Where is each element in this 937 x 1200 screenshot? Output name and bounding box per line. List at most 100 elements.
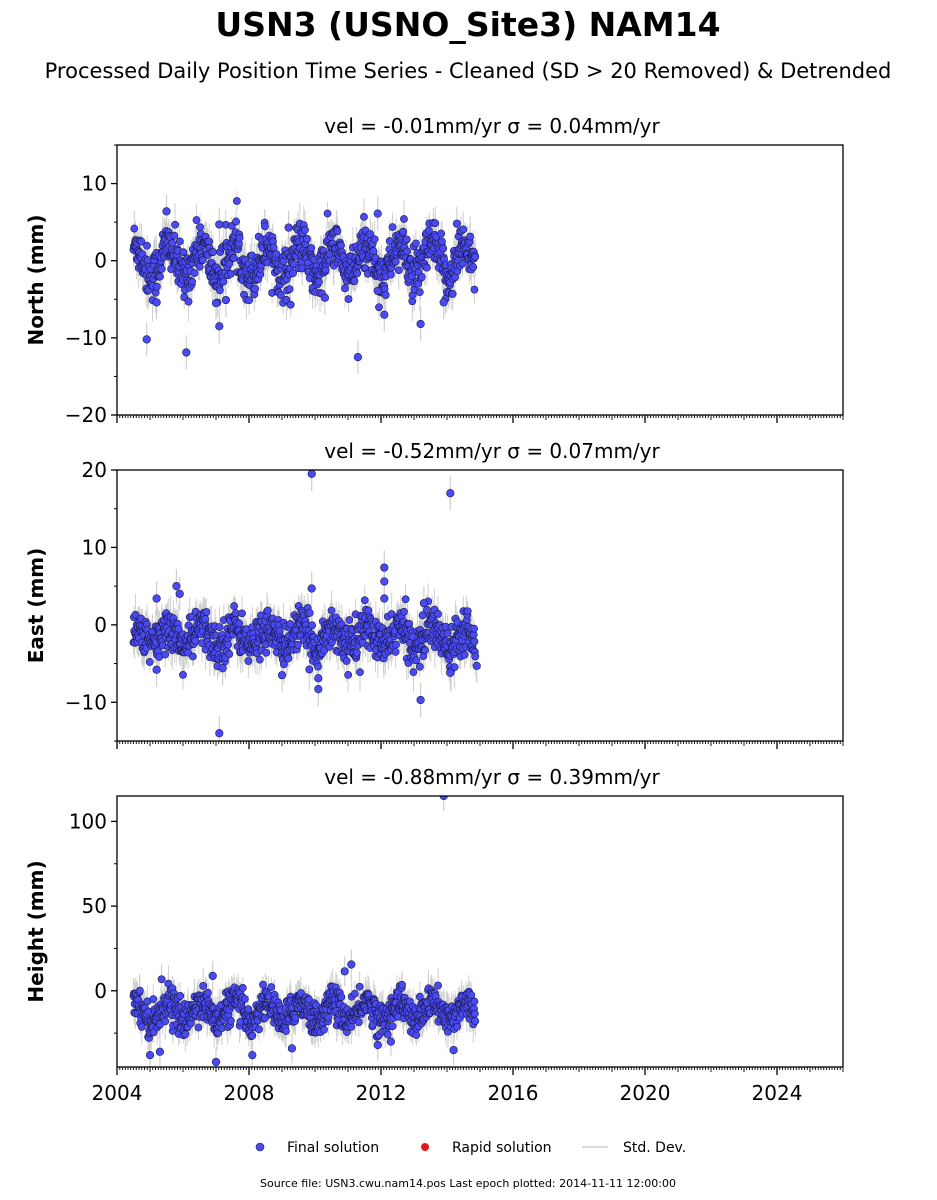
data-point [341, 284, 349, 293]
data-point [364, 606, 373, 615]
data-point [293, 640, 302, 649]
data-point [179, 670, 187, 679]
data-point [285, 285, 294, 294]
data-point [238, 609, 246, 618]
data-point [400, 607, 408, 616]
y-tick-label: 20 [82, 458, 107, 482]
data-point [262, 648, 271, 657]
y-tick-label: 0 [94, 249, 107, 273]
final-solution-points [129, 197, 480, 362]
outlier-point [452, 219, 462, 228]
data-point [323, 209, 332, 218]
data-point [289, 269, 297, 278]
data-point [471, 252, 480, 261]
data-point [190, 269, 199, 278]
data-point [232, 197, 241, 205]
outlier-point [152, 665, 161, 674]
data-point [230, 602, 238, 610]
data-point [337, 241, 345, 250]
data-point [333, 227, 342, 236]
outlier-point [419, 599, 429, 608]
data-point [391, 647, 400, 656]
plot-area [129, 190, 480, 375]
data-point [352, 648, 361, 657]
outlier-point [162, 207, 171, 216]
data-point [401, 595, 410, 604]
data-point [434, 610, 442, 618]
data-point [439, 244, 448, 253]
data-point [201, 615, 210, 623]
data-point [251, 284, 259, 293]
data-point [143, 241, 151, 250]
plot-area [129, 470, 481, 741]
data-point [232, 217, 240, 226]
data-point [400, 215, 408, 223]
data-point [381, 291, 390, 299]
data-point [175, 237, 184, 246]
y-axis-label: East (mm) [24, 548, 48, 664]
outlier-point [373, 209, 382, 218]
data-point [244, 657, 253, 665]
data-point [174, 625, 183, 633]
data-point [423, 605, 431, 614]
data-point [437, 229, 446, 238]
outlier-point [175, 589, 184, 598]
data-point [305, 608, 314, 617]
outlier-point [215, 220, 224, 229]
outlier-point [380, 594, 389, 603]
panel-2: vel = -0.52mm/yr σ = 0.07mm/yr East (mm) −… [24, 439, 844, 749]
data-point [184, 297, 193, 306]
data-point [369, 247, 378, 256]
data-point [470, 285, 479, 294]
data-point [280, 660, 288, 669]
data-point [215, 623, 224, 631]
data-point [356, 668, 364, 677]
data-point [431, 219, 440, 228]
outlier-point [215, 729, 224, 738]
data-point [272, 250, 281, 258]
data-point [463, 607, 472, 616]
y-tick-label: −10 [65, 690, 107, 714]
data-point [215, 286, 224, 295]
data-point [235, 234, 244, 242]
data-point [408, 632, 417, 641]
data-point [314, 662, 322, 671]
outlier-point [218, 664, 227, 673]
data-point [179, 248, 188, 257]
plot-area [129, 796, 480, 1067]
data-point [245, 296, 254, 305]
outlier-point [284, 223, 293, 232]
data-point [307, 244, 316, 252]
data-point [161, 650, 170, 659]
data-point [227, 269, 235, 278]
outlier-point [380, 577, 389, 586]
data-point [425, 226, 433, 235]
y-tick-label: 0 [94, 613, 107, 637]
data-point [360, 212, 368, 221]
data-point [470, 637, 479, 646]
data-point [284, 654, 293, 663]
data-point [152, 282, 161, 291]
outlier-point [439, 298, 448, 307]
data-point [196, 223, 204, 232]
data-point [360, 596, 369, 605]
data-point [417, 273, 426, 281]
outlier-point [320, 293, 330, 302]
outlier-point [307, 470, 316, 478]
data-point [168, 239, 177, 247]
outlier-point [215, 322, 224, 331]
data-point [344, 295, 353, 303]
data-point [171, 220, 179, 229]
outlier-point [314, 685, 323, 694]
y-tick-label: 10 [82, 172, 107, 196]
outlier-point [416, 695, 425, 705]
panels: vel = -0.01mm/yr σ = 0.04mm/yr North (mm)… [24, 114, 844, 1105]
data-point [219, 277, 228, 286]
data-point [269, 243, 278, 252]
data-point [459, 225, 468, 234]
outlier-point [373, 286, 382, 295]
outlier-point [221, 295, 230, 305]
data-point [131, 610, 140, 619]
data-point [450, 663, 459, 672]
